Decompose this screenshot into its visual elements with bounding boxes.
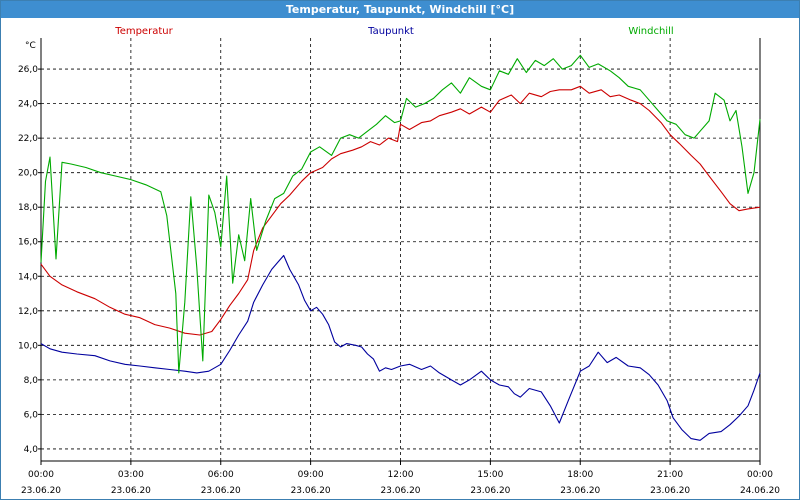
x-tick-time-label: 18:00 — [567, 470, 593, 480]
series-line-windchill — [40, 54, 761, 374]
x-tick-time-label: 06:00 — [208, 470, 234, 480]
y-axis-unit-label: °C — [25, 41, 36, 51]
series-line-taupunkt — [40, 254, 761, 441]
x-tick-date-label: 23.06.20 — [470, 486, 510, 496]
x-tick-time-label: 12:00 — [388, 470, 414, 480]
legend-entry-taupunkt: Taupunkt — [367, 26, 414, 37]
x-tick-date-label: 23.06.20 — [111, 486, 151, 496]
x-tick-time-label: 03:00 — [118, 470, 144, 480]
y-tick-label: 20,0 — [18, 169, 38, 179]
y-tick-label: 24,0 — [18, 100, 38, 110]
x-tick-time-label: 21:00 — [657, 470, 683, 480]
x-tick-date-label: 23.06.20 — [650, 486, 690, 496]
x-tick-date-label: 23.06.20 — [21, 486, 61, 496]
y-tick-label: 26,0 — [18, 65, 38, 75]
y-tick-label: 12,0 — [18, 307, 38, 317]
x-tick-time-label: 00:00 — [28, 470, 54, 480]
series-line-temperatur — [40, 85, 761, 336]
x-tick-time-label: 15:00 — [477, 470, 503, 480]
x-tick-date-label: 23.06.20 — [291, 486, 331, 496]
y-tick-label: 4,0 — [24, 445, 39, 455]
x-tick-time-label: 09:00 — [298, 470, 324, 480]
x-tick-date-label: 23.06.20 — [560, 486, 600, 496]
x-tick-date-label: 23.06.20 — [380, 486, 420, 496]
y-tick-label: 14,0 — [18, 272, 38, 282]
y-tick-label: 18,0 — [18, 203, 38, 213]
chart-canvas: °C 4,0 6,0 8,0 10,0 12,0 14,0 16,0 18,0 20,0 22,0… — [18, 26, 780, 496]
y-tick-label: 8,0 — [24, 376, 39, 386]
y-tick-label: 22,0 — [18, 134, 38, 144]
y-tick-label: 6,0 — [24, 410, 39, 420]
x-tick-date-label: 24.06.20 — [740, 486, 780, 496]
window-title: Temperatur, Taupunkt, Windchill [°C] — [1, 1, 799, 18]
y-tick-label: 16,0 — [18, 238, 38, 248]
y-tick-label: 10,0 — [18, 341, 38, 351]
x-tick-time-label: 00:00 — [747, 470, 773, 480]
x-tick-date-label: 23.06.20 — [201, 486, 241, 496]
legend-entry-temperatur: Temperatur — [114, 26, 173, 37]
legend-entry-windchill: Windchill — [628, 26, 673, 37]
